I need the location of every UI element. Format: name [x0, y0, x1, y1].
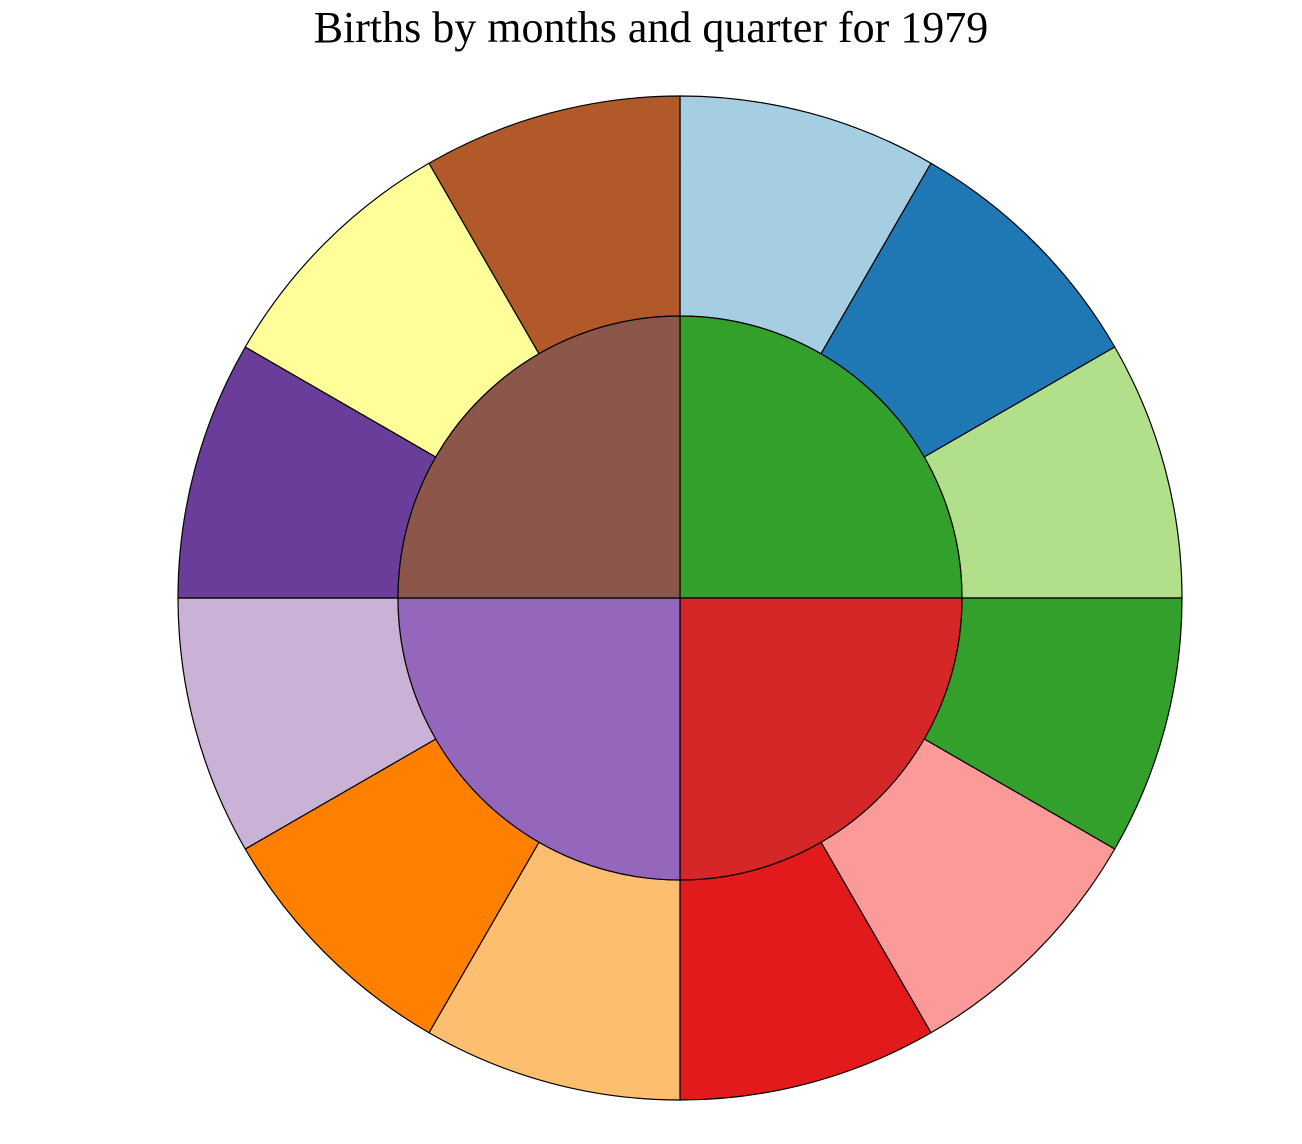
inner-slice-1: [679, 315, 963, 599]
outer-ring: [177, 95, 1183, 1101]
inner-slice-3: [397, 597, 681, 881]
chart-title: Births by months and quarter for 1979: [313, 3, 989, 52]
inner-slice-2: [679, 597, 963, 881]
inner-slice-4: [397, 315, 681, 599]
inner-ring: [397, 315, 963, 881]
